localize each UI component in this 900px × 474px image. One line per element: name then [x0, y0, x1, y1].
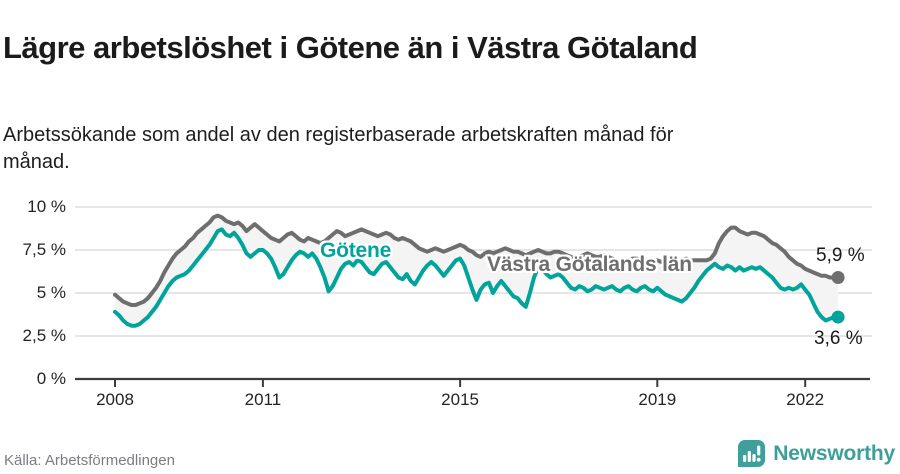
band-fill: [115, 215, 839, 326]
x-tick-label: 2011: [244, 390, 282, 409]
end-dot-gotene: [831, 310, 845, 324]
line-vastra-gotalands-lan: [113, 213, 841, 307]
x-tick-label: 2022: [786, 390, 825, 409]
series-label-gotene: Götene: [320, 239, 392, 262]
y-tick-label: 7,5 %: [22, 240, 66, 259]
y-tick-label: 0 %: [36, 369, 66, 388]
y-tick-label: 5 %: [36, 283, 66, 302]
series-label-vastra-gotalands-lan: Västra Götalands län: [487, 253, 692, 276]
series-lines: [113, 213, 841, 328]
y-tick-label: 2,5 %: [22, 326, 66, 345]
chart-subtitle: Arbetssökande som andel av den registerb…: [3, 124, 674, 173]
x-axis: [75, 377, 870, 387]
band-between-series: [115, 215, 839, 326]
y-tick-label: 10 %: [27, 197, 66, 216]
newsworthy-logo: Newsworthy: [738, 440, 895, 467]
newsworthy-bubble-chart-icon: [738, 440, 766, 467]
end-dots: [831, 271, 845, 324]
x-tick-label: 2015: [441, 390, 479, 409]
newsworthy-wordmark: Newsworthy: [773, 441, 895, 465]
page-title: Lägre arbetslöshet i Götene än i Västra …: [3, 29, 698, 65]
end-value-gotene: 3,6 %: [814, 328, 863, 349]
line-gotene: [113, 227, 841, 328]
end-dot-vastra: [831, 271, 845, 285]
source-note: Källa: Arbetsförmedlingen: [4, 452, 175, 469]
x-tick-label: 2008: [96, 390, 134, 409]
x-tick-label: 2019: [638, 390, 677, 409]
end-value-vastra: 5,9 %: [816, 245, 865, 266]
